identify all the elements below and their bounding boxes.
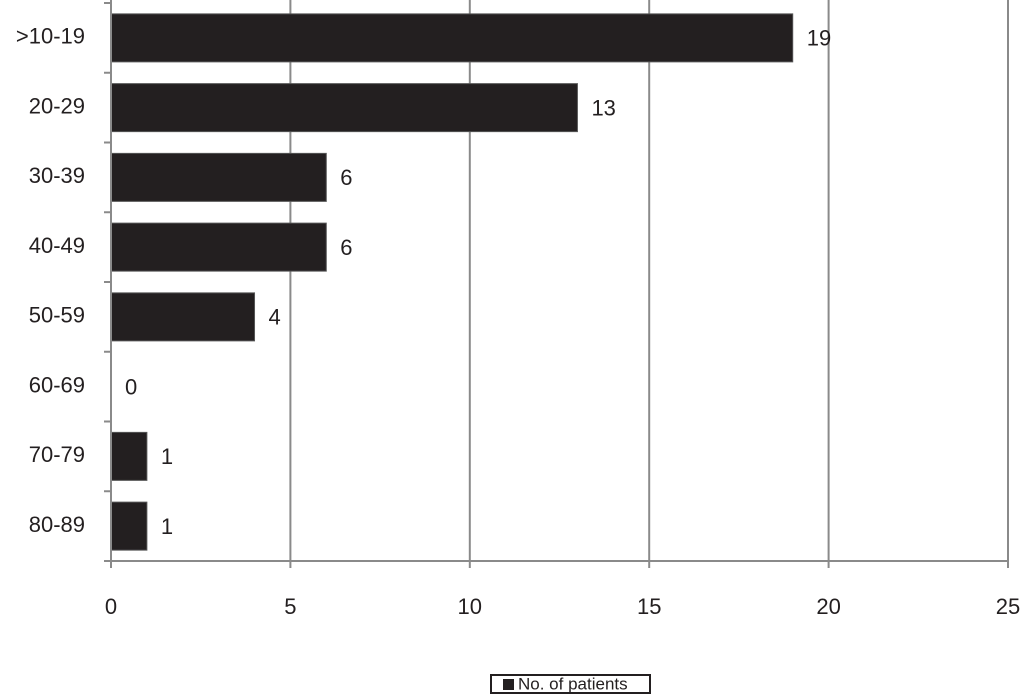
x-tick-label: 5	[284, 594, 296, 619]
x-tick-label: 15	[637, 594, 661, 619]
y-tick-label: 50-59	[29, 303, 85, 328]
legend-swatch	[503, 679, 514, 690]
bar	[110, 152, 327, 202]
data-label: 13	[591, 95, 615, 120]
y-tick-label: 20-29	[29, 93, 85, 118]
bar	[110, 222, 327, 272]
y-tick-label: 80-89	[29, 512, 85, 537]
data-label: 6	[340, 165, 352, 190]
axes: 0 5 10 15 20 25>10-1920-2930-3940-4950-5960-6…	[16, 0, 1020, 619]
data-label: 6	[340, 235, 352, 260]
bar	[110, 292, 256, 342]
y-tick-label: 30-39	[29, 163, 85, 188]
data-label: 0	[125, 374, 137, 399]
data-label: 4	[269, 305, 281, 330]
bar	[110, 83, 578, 133]
bar	[110, 431, 148, 481]
x-tick-label: 10	[458, 594, 482, 619]
data-label: 1	[161, 444, 173, 469]
data-label: 19	[807, 26, 831, 51]
y-tick-label: 70-79	[29, 442, 85, 467]
bars: 19 13 6 6 4 0 1 1	[110, 13, 831, 551]
legend-label: No. of patients	[518, 674, 628, 693]
y-tick-label: 60-69	[29, 372, 85, 397]
x-tick-label: 20	[816, 594, 840, 619]
x-tick-label: 0	[105, 594, 117, 619]
y-tick-label: 40-49	[29, 233, 85, 258]
x-tick-label: 25	[996, 594, 1020, 619]
bar	[110, 501, 148, 551]
bar	[110, 13, 794, 63]
y-tick-label: >10-19	[16, 24, 85, 49]
legend: No. of patients	[490, 674, 651, 694]
data-label: 1	[161, 514, 173, 539]
legend-box	[490, 674, 651, 694]
